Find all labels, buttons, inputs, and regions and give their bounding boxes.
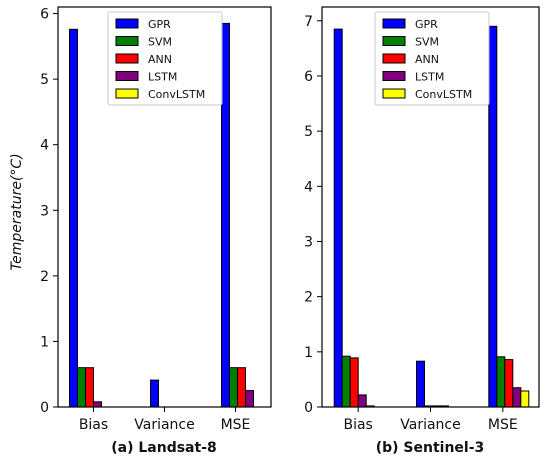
bar-lstm-bias — [93, 401, 102, 408]
bar-svm-bias — [77, 367, 86, 408]
legend-label-convlstm: ConvLSTM — [415, 88, 472, 101]
y-tick-label: 3 — [40, 203, 49, 219]
bar-lstm-mse — [245, 390, 254, 408]
bar-gpr-variance — [150, 379, 159, 408]
y-tick-label: 2 — [40, 269, 49, 285]
chart-panel-1: 0 1 2 3 4 5 6 Bias Variance MSE GPR SVM ANN LSTM ConvL… — [40, 6, 272, 433]
y-tick-label: 4 — [304, 179, 313, 195]
legend-swatch-ann — [382, 53, 406, 64]
legend-label-ann: ANN — [148, 53, 172, 66]
bar-ann-mse — [237, 367, 246, 408]
legend-swatch-lstm — [115, 71, 139, 81]
bar-svm-mse — [229, 367, 238, 408]
legend-swatch-convlstm — [115, 88, 139, 99]
x-tick-label: MSE — [221, 417, 251, 433]
y-tick-label: 0 — [40, 400, 49, 416]
bar-convlstm-mse — [520, 390, 530, 408]
x-tick-label: Variance — [400, 417, 460, 433]
legend-swatch-gpr — [382, 18, 406, 29]
bar-gpr-mse — [221, 22, 230, 408]
y-tick-label: 6 — [40, 7, 49, 23]
legend-label-lstm: LSTM — [148, 71, 177, 84]
bar-lstm-bias — [357, 394, 367, 408]
x-tick-label: MSE — [488, 417, 518, 433]
y-tick-label: 1 — [304, 345, 313, 361]
y-tick-label: 3 — [304, 234, 313, 250]
bar-ann-bias — [349, 357, 359, 408]
legend-label-gpr: GPR — [415, 18, 438, 31]
x-tick-label: Variance — [134, 417, 194, 433]
legend-swatch-svm — [115, 36, 139, 46]
x-tick-label: Bias — [79, 417, 108, 433]
bar-svm-bias — [341, 355, 351, 408]
bar-gpr-bias — [333, 28, 343, 408]
bar-ann-bias — [85, 367, 94, 408]
y-tick-label: 6 — [304, 69, 313, 85]
chart-panel-2: 0 1 2 3 4 5 6 7 Bias Variance MSE GPR SVM ANN LSTM Conv… — [304, 6, 540, 433]
bar-svm-mse — [496, 356, 506, 408]
y-tick-label: 5 — [304, 124, 313, 140]
y-tick-label: 2 — [304, 290, 313, 306]
x-tick-label: Bias — [343, 417, 372, 433]
bar-gpr-mse — [488, 25, 498, 408]
legend-label-gpr: GPR — [148, 18, 171, 31]
bar-lstm-mse — [512, 387, 522, 408]
y-tick-label: 5 — [40, 72, 49, 88]
legend-box — [374, 11, 490, 106]
legend-swatch-svm — [382, 36, 406, 46]
bar-gpr-variance — [416, 360, 425, 408]
legend-swatch-lstm — [382, 71, 406, 81]
legend-label-convlstm: ConvLSTM — [148, 88, 205, 101]
legend-swatch-convlstm — [382, 88, 406, 99]
y-tick-label: 0 — [304, 400, 313, 416]
caption-sentinel-3: (b) Sentinel-3 — [376, 440, 485, 456]
legend-label-svm: SVM — [148, 36, 172, 49]
y-axis-label: Temperature(°C) — [9, 153, 25, 270]
legend-label-ann: ANN — [415, 53, 439, 66]
y-tick-label: 7 — [304, 14, 313, 30]
legend-label-lstm: LSTM — [415, 71, 444, 84]
bar-gpr-bias — [69, 28, 78, 408]
legend-swatch-gpr — [115, 18, 139, 29]
legend-label-svm: SVM — [415, 36, 439, 49]
bar-ann-mse — [504, 359, 514, 408]
legend-swatch-ann — [115, 53, 139, 64]
y-tick-label: 4 — [40, 138, 49, 154]
legend-box — [107, 11, 223, 106]
caption-landsat-8: (a) Landsat-8 — [111, 440, 217, 456]
y-tick-label: 1 — [40, 334, 49, 350]
